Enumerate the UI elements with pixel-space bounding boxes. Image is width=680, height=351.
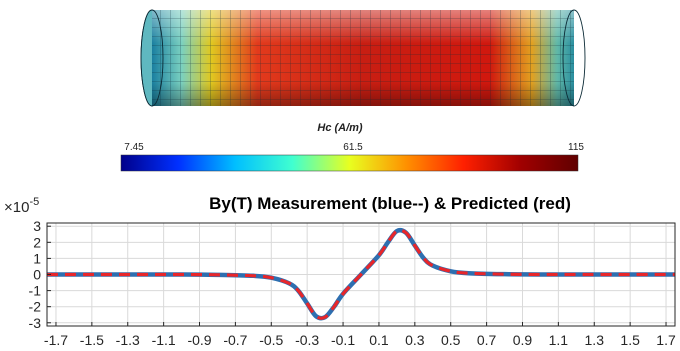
colorbar-label: Hc (A/m) [317,122,363,134]
x-tick-label: 0.1 [369,332,389,348]
series [47,227,675,321]
y-tick-label: 2 [33,234,41,250]
y-exponent-label: ×10-5 [4,196,39,216]
chart-title: By(T) Measurement (blue--) & Predicted (… [209,194,571,213]
plot-area: -1.7 -1.5 -1.3 -1.1 -0.9 -0.7 -0.5 -0.3 -0.1 0.1 0… [29,218,676,348]
y-tick-label: -2 [29,299,42,315]
cylinder-right-cap [562,9,586,107]
x-tick-label: -1.1 [152,332,176,348]
y-tick-label: 0 [33,267,41,283]
x-tick-label: -1.7 [44,332,68,348]
colorbar-min-label: 7.45 [124,142,144,153]
x-tick-label: 0.7 [477,332,497,348]
x-tick-label: 1.1 [549,332,569,348]
x-tick-label: 0.3 [405,332,425,348]
x-axis: -1.7 -1.5 -1.3 -1.1 -0.9 -0.7 -0.5 -0.3 -0.1 0.1 0… [44,322,676,348]
y-tick-label: -1 [29,283,42,299]
series-line-predicted [47,228,675,320]
y-tick-label: -3 [29,315,42,331]
colorbar-mid-label: 61.5 [343,142,363,153]
x-tick-label: -0.5 [259,332,283,348]
cylinder-mesh-image [140,9,586,107]
x-tick-label: 1.7 [656,332,676,348]
x-tick-label: 1.3 [585,332,605,348]
y-exponent-value: -5 [29,196,39,208]
x-tick-label: -1.3 [116,332,140,348]
x-tick-label: -0.7 [223,332,247,348]
x-tick-label: -0.3 [295,332,319,348]
colorbar [120,154,579,172]
x-tick-label: -1.5 [80,332,104,348]
colorbar-max-label: 115 [568,142,584,153]
y-tick-label: 3 [33,218,41,234]
x-tick-label: 0.9 [513,332,533,348]
x-tick-label: 0.5 [441,332,461,348]
y-tick-label: 1 [33,250,41,266]
x-tick-label: -0.1 [331,332,355,348]
y-exponent-base: ×10 [4,199,29,216]
x-tick-label: -0.9 [187,332,211,348]
x-tick-label: 1.5 [620,332,640,348]
